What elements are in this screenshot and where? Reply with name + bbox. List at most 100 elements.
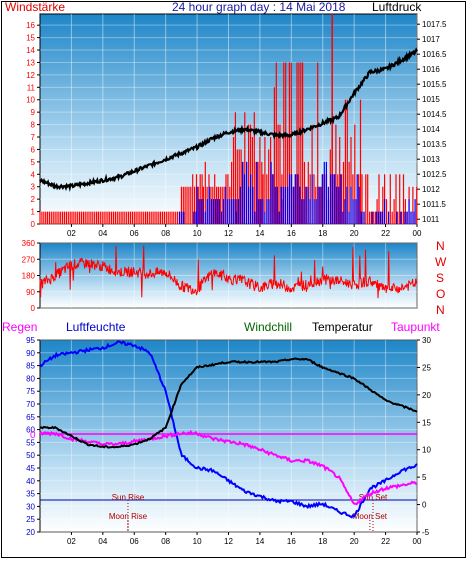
wind-tick-label: 4 [31,170,36,179]
humidity-line [39,340,418,519]
time-tick-label: 04 [98,229,107,238]
wind-tick-label: 5 [31,158,36,167]
direction-tick-label: 0 [31,304,36,313]
wind-tick-label: 3 [31,183,36,192]
dewpoint-legend: Taupunkt [391,320,440,334]
pressure-axis-ticks: 1011 1011.5 1012 1012.5 1013 1013.5 1014 1014.5… [417,20,447,224]
time-tick-label: 02 [67,537,76,546]
pressure-tick-label: 1014 [422,125,440,134]
temperature-tick-label: 10 [422,446,431,455]
wind-tick-label: 11 [27,83,36,92]
wind-tick-label: 15 [26,34,35,43]
temperature-axis-ticks: 30 25 20 15 10 5 0 -5 [417,336,431,537]
temperature-line [39,357,418,449]
compass-o: O [436,287,446,301]
moon-rise-label: Moon Rise [109,512,148,521]
humidity-tick-label: 60 [26,426,35,435]
temperature-tick-label: -5 [422,528,430,537]
windchill-legend: Windchill [244,320,293,334]
wind-tick-label: 16 [26,21,35,30]
temp-humidity-time-ticks: 02 04 06 08 10 12 14 16 18 20 22 00 [67,532,422,546]
wind-pressure-time-ticks: 02 04 06 08 10 12 14 16 18 20 22 00 [67,224,422,238]
time-tick-label: 02 [67,229,76,238]
temperature-tick-label: 30 [422,336,431,345]
wind-average-series [179,161,416,224]
time-tick-label: 20 [350,537,359,546]
humidity-tick-label: 40 [26,477,35,486]
wind-average-bars [179,161,416,224]
wind-tick-label: 1 [31,208,36,217]
time-tick-label: 12 [224,537,233,546]
compass-n-top: N [436,239,445,253]
time-tick-label: 18 [318,537,327,546]
wind-tick-label: 12 [26,71,35,80]
humidity-tick-label: 80 [26,374,35,383]
pressure-tick-label: 1017.5 [422,20,447,29]
temperature-tick-label: 20 [422,391,431,400]
time-tick-label: 08 [161,537,170,546]
pressure-tick-label: 1013.5 [422,140,447,149]
rain-legend: Regen [2,320,38,334]
time-tick-label: 18 [318,229,327,238]
humidity-tick-label: 30 [26,502,35,511]
wind-tick-label: 13 [26,58,35,67]
wind-tick-label: 14 [26,46,35,55]
sun-set-label: Sun Set [359,493,388,502]
time-tick-label: 06 [130,229,139,238]
pressure-tick-label: 1011.5 [422,200,446,209]
direction-tick-label: 180 [22,272,36,281]
time-tick-label: 10 [193,229,202,238]
humidity-tick-label: 50 [26,451,35,460]
humidity-tick-label: 55 [26,438,35,447]
time-tick-label: 00 [413,537,422,546]
direction-tick-label: 360 [22,239,36,248]
temperature-tick-label: 15 [422,418,431,427]
pressure-tick-label: 1015.5 [422,80,447,89]
wind-tick-label: 9 [31,108,36,117]
graph-title: 24 hour graph day : 14 Mai 2018 [172,0,346,14]
humidity-tick-label: 20 [26,528,35,537]
direction-axis-ticks: 360 270 180 90 0 [22,239,40,313]
time-tick-label: 10 [193,537,202,546]
humidity-tick-label: 65 [26,413,35,422]
pressure-tick-label: 1012 [422,185,440,194]
wind-direction-plot-area [39,242,418,309]
direction-tick-label: 90 [26,288,35,297]
humidity-tick-label: 95 [26,336,35,345]
time-tick-label: 00 [413,229,422,238]
wind-tick-label: 2 [31,195,36,204]
time-tick-label: 12 [224,229,233,238]
pressure-line [39,47,418,192]
time-tick-label: 20 [350,229,359,238]
pressure-tick-label: 1013 [422,155,440,164]
wind-tick-label: 10 [26,96,35,105]
wind-direction-line [39,245,418,299]
wind-tick-label: 8 [31,121,36,130]
time-tick-label: 22 [381,229,390,238]
temperature-tick-label: 25 [422,363,431,372]
rain-zero-label: 0 [30,430,36,441]
time-tick-label: 06 [130,537,139,546]
pressure-axis-title: Luftdruck [372,0,422,14]
compass-s: S [436,271,445,285]
pressure-tick-label: 1012.5 [422,170,447,179]
temperature-legend: Temperatur [312,320,373,334]
humidity-tick-label: 85 [26,362,35,371]
wind-tick-label: 0 [31,220,36,229]
pressure-tick-label: 1015 [422,95,440,104]
time-tick-label: 14 [255,229,264,238]
temperature-tick-label: 5 [422,473,427,482]
time-tick-label: 16 [287,229,296,238]
pressure-tick-label: 1011 [422,215,440,224]
wind-axis-title: Windstärke [5,0,66,14]
humidity-legend: Luftfeuchte [66,320,126,334]
sun-rise-label: Sun Rise [112,493,145,502]
direction-tick-label: 270 [22,255,36,264]
pressure-tick-label: 1016 [422,65,440,74]
humidity-tick-label: 70 [26,400,35,409]
humidity-tick-label: 90 [26,349,35,358]
